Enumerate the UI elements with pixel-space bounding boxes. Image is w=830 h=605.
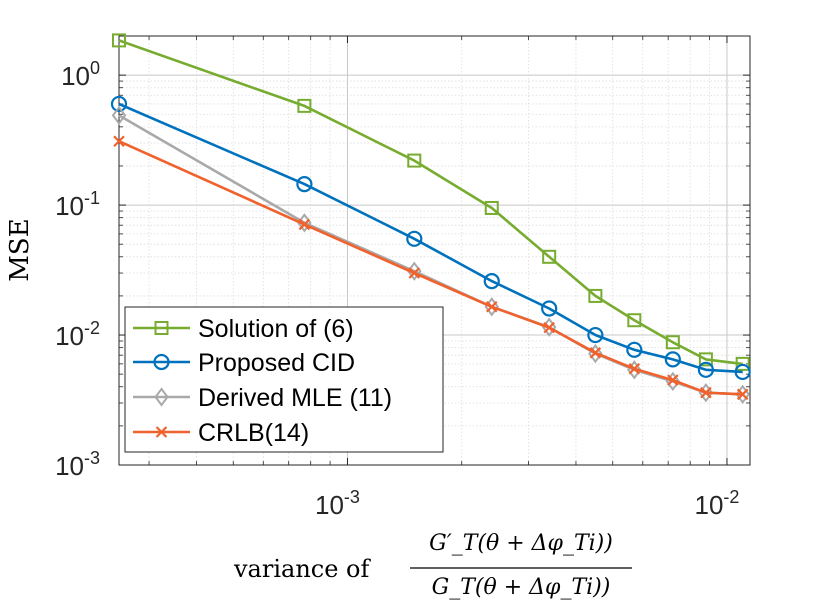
series-line <box>118 39 743 366</box>
x-tick-labels: 10-3 10-2 <box>315 487 739 520</box>
y-tick-label: 100 <box>61 58 100 91</box>
legend-label: Derived MLE (11) <box>198 384 392 412</box>
legend-entry: CRLB(14) <box>133 419 309 447</box>
data-point <box>110 95 128 113</box>
legend-box <box>124 306 444 453</box>
data-point <box>541 300 558 317</box>
y-tick-labels: 10-3 10-2 10-1 100 <box>55 58 100 481</box>
y-tick-label: 10-3 <box>55 448 100 481</box>
legend: Solution of (6) Proposed CID Derived MLE (… <box>124 306 444 453</box>
legend-label: CRLB(14) <box>198 419 309 447</box>
data-point <box>542 249 557 264</box>
data-point <box>588 288 603 303</box>
x-axis-title-prefix: variance of <box>233 555 372 583</box>
data-point <box>543 321 555 334</box>
data-point <box>735 356 750 371</box>
data-point <box>734 363 751 381</box>
data-point <box>665 335 680 350</box>
axis-ticks <box>119 35 750 466</box>
x-axis-title-denominator: G_T(θ + Δφ_Ti)) <box>432 575 611 600</box>
data-point <box>112 33 126 48</box>
data-point <box>700 386 712 399</box>
data-point <box>628 363 641 375</box>
data-point <box>298 218 311 231</box>
plot-frame <box>118 35 751 466</box>
x-axis-title-numerator: G′_T(θ + Δφ_Ti)) <box>429 531 613 556</box>
data-point <box>297 98 312 113</box>
legend-label: Solution of (6) <box>198 315 354 343</box>
data-point <box>626 341 643 358</box>
y-tick-label: 10-2 <box>55 318 100 351</box>
series-square <box>112 33 750 371</box>
legend-entries: Solution of (6) Proposed CID Derived MLE (… <box>133 315 392 447</box>
legend-label: Proposed CID <box>198 349 355 377</box>
x-tick-label: 10-3 <box>315 487 360 520</box>
data-point <box>483 273 500 290</box>
data-point <box>736 388 749 401</box>
y-tick-label: 10-1 <box>55 188 100 221</box>
data-point <box>408 267 421 279</box>
legend-marker <box>153 353 170 371</box>
legend-entry: Solution of (6) <box>133 315 354 343</box>
data-point <box>589 347 602 359</box>
legend-entry: Derived MLE (11) <box>133 384 392 412</box>
x-tick-label: 10-2 <box>694 487 739 520</box>
series-line <box>118 140 743 396</box>
legend-marker <box>154 321 169 335</box>
data-point <box>485 300 498 313</box>
data-point <box>667 374 679 386</box>
x-axis-title: variance of G′_T(θ + Δφ_Ti)) G_T(θ + Δφ_… <box>233 531 632 600</box>
data-point <box>698 352 713 367</box>
data-point <box>484 200 499 215</box>
legend-entry: Proposed CID <box>133 349 355 377</box>
series-x <box>113 135 749 401</box>
series-group <box>110 33 751 404</box>
data-point <box>587 326 604 344</box>
data-point <box>111 105 127 126</box>
series-line <box>118 102 743 374</box>
data-point <box>406 230 423 247</box>
series-circle <box>110 95 751 381</box>
data-point <box>296 176 313 193</box>
legend-marker <box>154 387 169 407</box>
data-point <box>113 135 125 148</box>
legend-marker <box>155 426 168 438</box>
data-point <box>697 361 714 378</box>
data-point <box>627 313 642 328</box>
data-point <box>407 153 422 168</box>
data-point <box>664 351 681 368</box>
y-axis-title: MSE <box>5 218 35 281</box>
